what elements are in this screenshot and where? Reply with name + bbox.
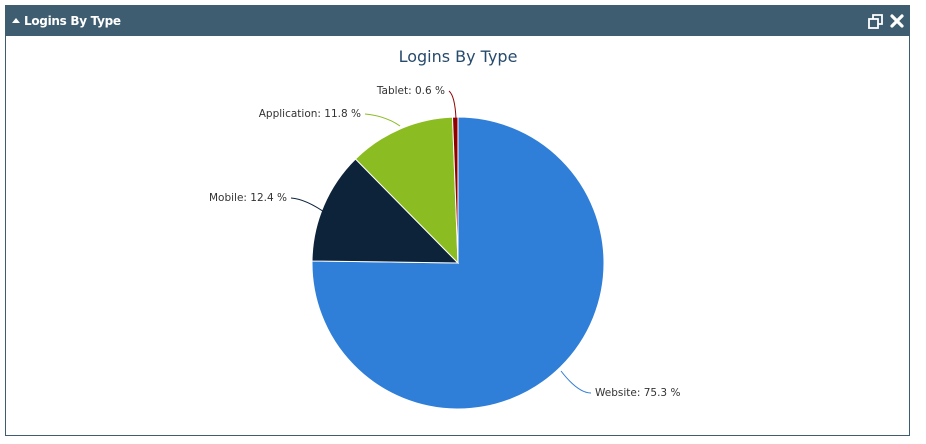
close-icon[interactable]: [889, 13, 905, 29]
data-label-website: Website: 75.3 %: [595, 387, 680, 399]
connector-mobile: [290, 197, 328, 215]
widget-title: Logins By Type: [24, 14, 121, 28]
pie-chart: Logins By Type Website: 75.3 % Mobile: 12…: [209, 47, 680, 410]
chart-title: Logins By Type: [399, 47, 518, 66]
data-label-application: Application: 11.8 %: [259, 108, 361, 120]
pie-slice-tablet[interactable]: [451, 116, 459, 264]
header-left: Logins By Type: [12, 14, 121, 28]
restore-window-icon[interactable]: [867, 13, 883, 29]
data-label-tablet: Tablet: 0.6 %: [376, 85, 445, 97]
pie-labels: Website: 75.3 % Mobile: 12.4 % Application…: [209, 85, 680, 399]
header-controls: [867, 13, 905, 29]
connector-website: [560, 370, 592, 394]
pie-slice-mobile[interactable]: [311, 158, 460, 264]
chart-area: Logins By Type Website: 75.3 % Mobile: 12…: [6, 36, 909, 435]
pie-slice-application[interactable]: [354, 116, 459, 265]
pie-slices: [311, 116, 605, 410]
data-label-mobile: Mobile: 12.4 %: [209, 192, 287, 204]
widget-panel: Logins By Type Logins By Type Website: 7…: [5, 5, 910, 436]
connector-application: [364, 113, 401, 127]
connector-tablet: [448, 90, 457, 120]
widget-header: Logins By Type: [6, 6, 909, 36]
caret-up-icon[interactable]: [12, 18, 20, 23]
